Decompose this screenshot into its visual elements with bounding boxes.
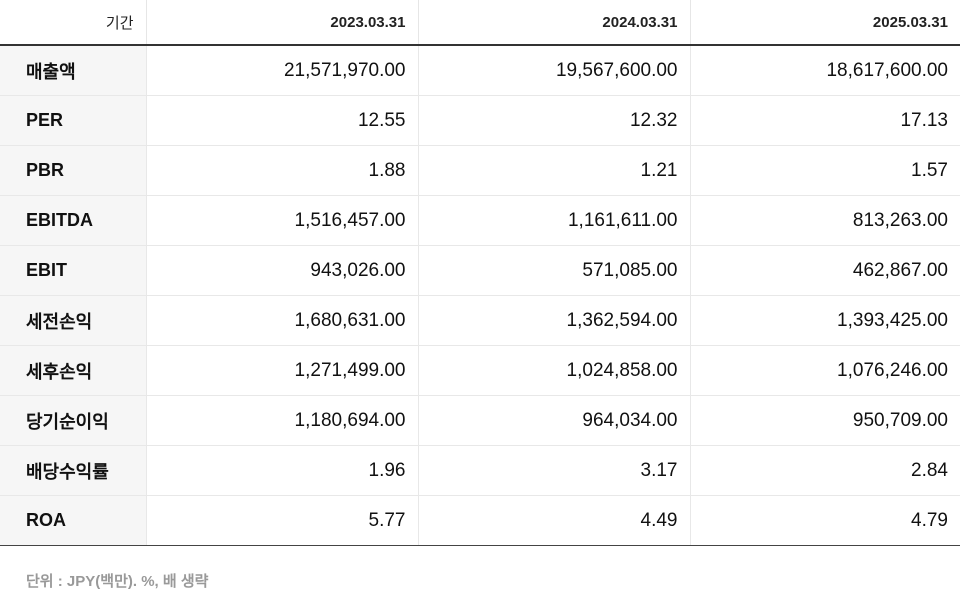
table-row-pretax-income: 세전손익 1,680,631.00 1,362,594.00 1,393,425… — [0, 295, 960, 346]
period-header-2023: 2023.03.31 — [145, 0, 418, 46]
cell-value: 813,263.00 — [689, 195, 960, 246]
cell-value: 12.32 — [417, 95, 690, 146]
cell-value: 4.79 — [689, 495, 960, 546]
period-header-2024: 2024.03.31 — [417, 0, 690, 46]
table-row-revenue: 매출액 21,571,970.00 19,567,600.00 18,617,6… — [0, 45, 960, 96]
cell-value: 1,362,594.00 — [417, 295, 690, 346]
cell-value: 1.57 — [689, 145, 960, 196]
cell-value: 1.96 — [145, 445, 418, 496]
financial-table: 기간 2023.03.31 2024.03.31 2025.03.31 매출액 … — [0, 0, 960, 546]
table-row-after-tax-income: 세후손익 1,271,499.00 1,024,858.00 1,076,246… — [0, 345, 960, 396]
cell-value: 1,393,425.00 — [689, 295, 960, 346]
cell-value: 5.77 — [145, 495, 418, 546]
row-label: EBIT — [0, 245, 146, 296]
row-label: 세전손익 — [0, 295, 146, 346]
cell-value: 571,085.00 — [417, 245, 690, 296]
cell-value: 21,571,970.00 — [145, 45, 418, 96]
table-header: 기간 2023.03.31 2024.03.31 2025.03.31 — [0, 0, 960, 46]
cell-value: 462,867.00 — [689, 245, 960, 296]
cell-value: 19,567,600.00 — [417, 45, 690, 96]
row-label: PBR — [0, 145, 146, 196]
cell-value: 1.88 — [145, 145, 418, 196]
cell-value: 950,709.00 — [689, 395, 960, 446]
header-row: 기간 2023.03.31 2024.03.31 2025.03.31 — [0, 0, 960, 46]
cell-value: 1,271,499.00 — [145, 345, 418, 396]
cell-value: 1,680,631.00 — [145, 295, 418, 346]
row-label: 당기순이익 — [0, 395, 146, 446]
cell-value: 1,180,694.00 — [145, 395, 418, 446]
cell-value: 2.84 — [689, 445, 960, 496]
cell-value: 1,516,457.00 — [145, 195, 418, 246]
cell-value: 943,026.00 — [145, 245, 418, 296]
table-row-net-income: 당기순이익 1,180,694.00 964,034.00 950,709.00 — [0, 395, 960, 446]
cell-value: 1,161,611.00 — [417, 195, 690, 246]
cell-value: 1,076,246.00 — [689, 345, 960, 396]
cell-value: 12.55 — [145, 95, 418, 146]
table-row-roa: ROA 5.77 4.49 4.79 — [0, 495, 960, 546]
row-label: 매출액 — [0, 45, 146, 96]
row-label: 세후손익 — [0, 345, 146, 396]
cell-value: 1,024,858.00 — [417, 345, 690, 396]
cell-value: 4.49 — [417, 495, 690, 546]
cell-value: 3.17 — [417, 445, 690, 496]
row-label: EBITDA — [0, 195, 146, 246]
table-row-ebitda: EBITDA 1,516,457.00 1,161,611.00 813,263… — [0, 195, 960, 246]
table-row-ebit: EBIT 943,026.00 571,085.00 462,867.00 — [0, 245, 960, 296]
cell-value: 964,034.00 — [417, 395, 690, 446]
unit-footnote: 단위 : JPY(백만). %, 배 생략 — [26, 573, 209, 590]
table-row-per: PER 12.55 12.32 17.13 — [0, 95, 960, 146]
cell-value: 1.21 — [417, 145, 690, 196]
period-header-label: 기간 — [0, 0, 146, 46]
table-row-dividend-yield: 배당수익률 1.96 3.17 2.84 — [0, 445, 960, 496]
row-label: PER — [0, 95, 146, 146]
row-label: 배당수익률 — [0, 445, 146, 496]
period-header-2025: 2025.03.31 — [689, 0, 960, 46]
cell-value: 18,617,600.00 — [689, 45, 960, 96]
table-body: 매출액 21,571,970.00 19,567,600.00 18,617,6… — [0, 45, 960, 546]
row-label: ROA — [0, 495, 146, 546]
table-row-pbr: PBR 1.88 1.21 1.57 — [0, 145, 960, 196]
cell-value: 17.13 — [689, 95, 960, 146]
